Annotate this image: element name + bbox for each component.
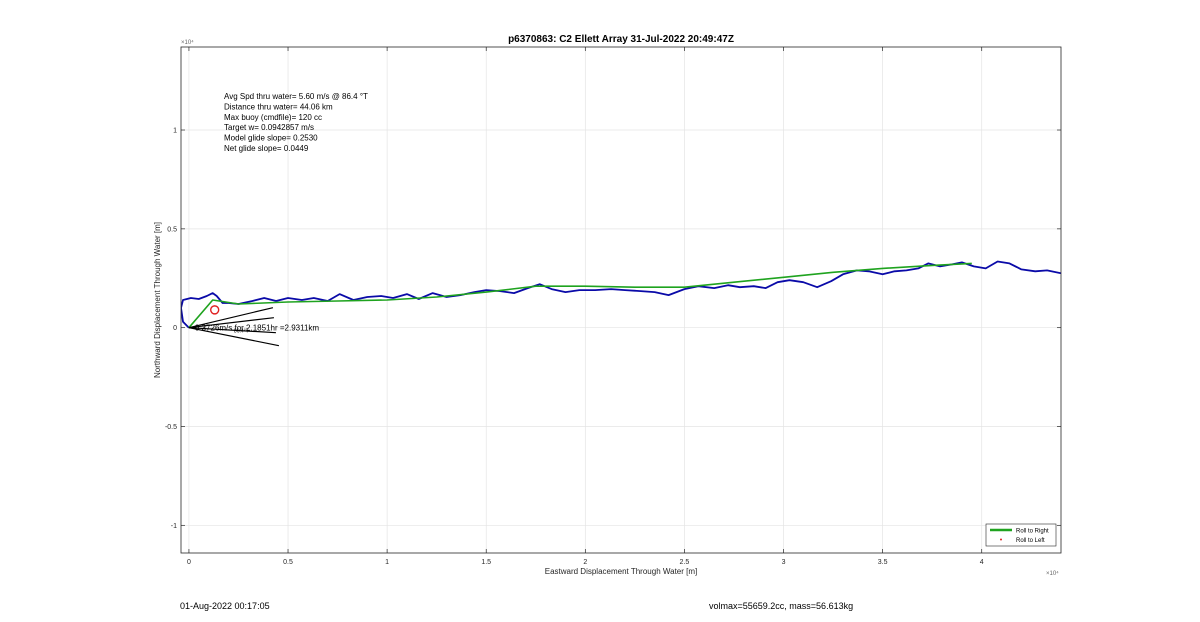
legend-swatch-roll-left [1000,538,1002,541]
x-tick-label: 2.5 [680,559,690,566]
chart-title: p6370863: C2 Ellett Array 31-Jul-2022 20… [508,34,734,45]
stats-annotation-line: Target w= 0.0942857 m/s [224,123,314,132]
y-tick-label: 0.5 [167,226,177,233]
current-vector-line [188,327,276,334]
footer-timestamp: 01-Aug-2022 00:17:05 [180,601,270,611]
legend-label-roll-left: Roll to Left [1016,538,1045,544]
legend: Roll to Right Roll to Left [985,523,1057,547]
y-axis-label: Northward Displacement Through Water [m] [153,222,162,378]
series-layer [181,260,1061,329]
x-tick-label: 4 [980,559,984,566]
current-vector-line [188,307,274,329]
x-tick-label: 0 [187,559,191,566]
x-tick-label: 3.5 [878,559,888,566]
x-tick-label: 1.5 [481,559,491,566]
footer-volmax-mass: volmax=55659.2cc, mass=56.613kg [709,601,854,611]
series-line-track [181,260,1061,329]
y-tick-label: -0.5 [165,424,177,431]
current-angle-label: 86.4°T [234,329,249,335]
series-line-roll-right [188,262,972,329]
y-tick-label: 1 [173,128,177,135]
x-exponent-label: ×10⁴ [1046,570,1059,577]
plot-frame [180,46,1062,554]
stats-annotation-line: Distance thru water= 44.06 km [224,102,333,111]
current-vector-line [188,327,280,347]
y-tick-label: -1 [171,523,177,530]
legend-label-roll-right: Roll to Right [1016,529,1049,535]
x-tick-label: 2 [583,559,587,566]
current-speed-label: 0.3726m/s for 2.1851hr =2.9311km [195,324,319,333]
waypoint-circle-marker [209,305,220,315]
x-axis-label: Eastward Displacement Through Water [m] [545,567,698,576]
stats-annotation-line: Max buoy (cmdfile)= 120 cc [224,113,322,122]
ticks: 0 0.5 1 1.5 2 2.5 3 3.5 4 -1 -0.5 0 0.5 1 [165,47,1061,566]
x-tick-label: 1 [385,559,389,566]
stats-annotation-line: Net glide slope= 0.0449 [224,144,309,153]
stats-annotation-line: Model glide slope= 0.2530 [224,134,318,143]
x-tick-label: 3 [782,559,786,566]
x-tick-label: 0.5 [283,559,293,566]
y-tick-label: 0 [173,325,177,332]
grid [181,47,1061,553]
current-vector-line [188,317,274,329]
stats-annotation-line: Avg Spd thru water= 5.60 m/s @ 86.4 °T [224,92,368,101]
y-exponent-label: ×10⁴ [181,39,194,46]
